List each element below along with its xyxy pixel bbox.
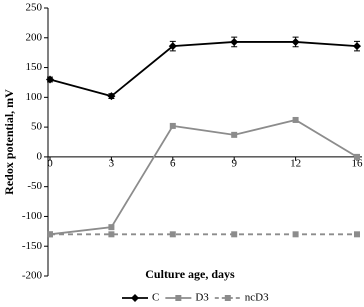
y-tick-label: -50 [27,180,42,192]
data-point [231,131,238,138]
x-tick-label: 6 [170,157,176,169]
data-point [108,231,115,238]
data-point [354,153,360,160]
series-line [49,119,358,236]
y-tick-label: 250 [26,2,43,14]
y-tick-label: -150 [22,240,43,252]
data-point [231,231,238,238]
data-point [292,116,299,123]
y-tick-label: 50 [31,121,43,133]
x-tick-label: 16 [352,157,364,169]
legend-label: ncD3 [245,292,269,304]
y-tick-label: 0 [37,150,43,162]
data-point [354,231,360,238]
data-point [353,42,361,51]
data-point [169,122,176,129]
y-tick-label: 150 [26,61,43,73]
legend-marker [175,295,182,301]
y-tick-label: 200 [26,31,43,43]
legend-marker [131,294,139,302]
data-point [46,75,54,84]
y-axis-title: Redox potential, mV [2,89,16,195]
legend-marker [224,295,231,301]
x-axis-title: Culture age, days [145,267,235,281]
data-point [169,231,176,238]
data-point [107,92,116,101]
x-tick-label: 3 [109,157,115,169]
data-point [291,37,300,46]
data-point [292,231,299,238]
legend-label: C [152,292,159,304]
y-tick-label: 100 [26,91,43,103]
data-point [108,224,115,231]
series-line [49,41,358,98]
y-tick-label: -100 [22,210,43,222]
data-point [230,37,239,46]
x-tick-label: 12 [290,157,301,169]
x-tick-label: 0 [47,157,53,169]
x-tick-label: 9 [231,157,237,169]
data-point [47,231,53,238]
y-tick-label: -200 [22,270,43,282]
legend-label: D3 [195,292,209,304]
data-point [168,42,177,51]
